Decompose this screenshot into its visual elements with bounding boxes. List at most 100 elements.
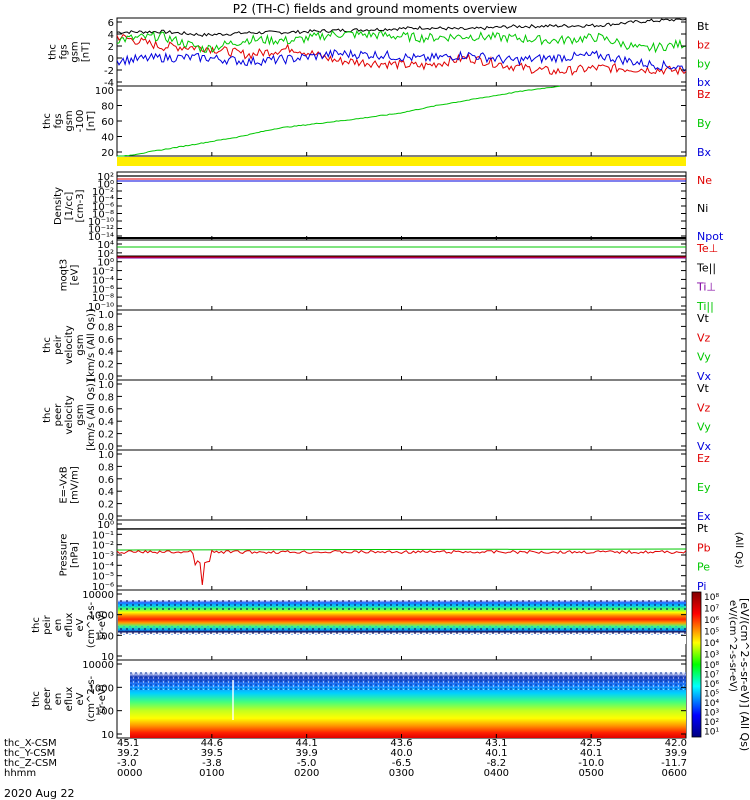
y-tick-label: 0.6 — [98, 405, 114, 416]
y-axis-label: peir — [42, 614, 53, 634]
y-axis-label: [eV] — [70, 265, 81, 286]
x-tick-label: 0600 — [662, 768, 687, 779]
status-bar-yellow — [117, 157, 686, 166]
legend-bz: bz — [697, 39, 710, 52]
y-tick-label: 0.4 — [98, 417, 114, 428]
y-axis-label: gsm — [75, 404, 86, 425]
colorbar-tick-label: 10⁴ — [704, 699, 719, 709]
legend-By: By — [697, 117, 712, 130]
y-tick-label: 0.4 — [98, 487, 114, 498]
y-axis-label: thc — [31, 691, 42, 707]
y-tick-label: 0.2 — [98, 430, 114, 441]
y-tick-label: 10⁻¹⁰ — [88, 302, 114, 313]
legend-Ey: Ey — [697, 481, 711, 494]
y-tick-label: 1000 — [89, 611, 114, 622]
y-axis-label: velocity — [64, 395, 75, 434]
x-tick-label: 39.9 — [665, 748, 687, 759]
y-tick-label: -2 — [104, 66, 114, 77]
legend-Bt: Bt — [697, 20, 710, 33]
legend-by: by — [697, 57, 711, 70]
x-tick-label: 0400 — [484, 768, 509, 779]
y-tick-label: 10² — [97, 249, 114, 260]
legend-Bx: Bx — [697, 146, 712, 159]
series-Pt-line — [116, 527, 687, 530]
panel-5-frame — [116, 309, 687, 381]
y-axis-label: thc — [42, 113, 53, 129]
y-tick-label: 10⁻⁶ — [92, 582, 114, 593]
y-axis-label: gsm — [70, 41, 81, 62]
y-tick-label: 100 — [95, 86, 114, 97]
y-tick-label: 0.2 — [98, 500, 114, 511]
panel-4-series — [117, 246, 686, 259]
x-row-label: hhmm — [4, 768, 36, 779]
y-axis-label: sr-eV) — [97, 610, 108, 639]
ion-noise-top — [118, 600, 686, 610]
colorbar-ticks: 10⁸10⁷10⁶10⁵10⁴10³10⁸10⁷10⁶10⁵10⁴10³10²1… — [704, 593, 719, 738]
y-tick-label: 0.8 — [98, 322, 114, 333]
y-axis-label: eV — [75, 692, 86, 705]
y-tick-label: 10⁻⁸ — [92, 293, 114, 304]
y-axis-label: [km/s (All Qs)] — [86, 379, 97, 451]
y-tick-label: 10⁰ — [97, 520, 114, 531]
y-axis-label: (cm^2-s- — [86, 675, 97, 722]
y-tick-label: 10⁻⁸ — [92, 210, 114, 221]
y-axis-label: E=-VxB — [59, 466, 70, 503]
colorbar-tick-label: 10¹ — [704, 728, 719, 738]
legend-Ti⊥: Ti⊥ — [696, 281, 716, 294]
y-axis-label: eV — [75, 618, 86, 631]
legend-Ne: Ne — [697, 174, 712, 187]
y-axis-label: Pressure — [59, 534, 70, 577]
figure-title: P2 (TH-C) fields and ground moments over… — [233, 2, 518, 16]
panel-6-frame — [116, 379, 687, 451]
ion-noise-bottom — [118, 626, 686, 636]
panel-8-frame — [116, 519, 687, 591]
panel-right-label: (All Qs) — [733, 532, 744, 569]
x-tick-label: 44.6 — [201, 738, 223, 749]
colorbar-tick-label: 10⁵ — [704, 690, 719, 700]
electron-gap — [232, 680, 234, 720]
panel-3-series — [117, 175, 686, 239]
colorbar-tick-label: 10⁵ — [704, 628, 719, 638]
y-tick-label: 1.0 — [98, 380, 114, 391]
y-axis-label: thc — [48, 44, 59, 60]
y-tick-label: 0 — [108, 54, 114, 65]
y-tick-label: 100 — [95, 631, 114, 642]
x-tick-label: 45.1 — [117, 738, 139, 749]
x-tick-label: 0300 — [389, 768, 414, 779]
legends: BtbzbybxBzByBxNeNiNpotTe⊥Te||Ti⊥Ti||VtVz… — [696, 20, 744, 593]
legend-Vt: Vt — [697, 382, 710, 395]
y-axis-label: eflux — [64, 613, 75, 638]
panel-3-frame — [116, 171, 687, 241]
y-tick-label: 6 — [108, 18, 114, 29]
x-tick-label: 40.1 — [485, 748, 507, 759]
y-axis-label: gsm — [75, 334, 86, 355]
legend-Vz: Vz — [697, 401, 711, 414]
y-axis-label: velocity — [64, 325, 75, 364]
colorbar: 10⁸10⁷10⁶10⁵10⁴10³10⁸10⁷10⁶10⁵10⁴10³10²1… — [691, 591, 750, 751]
y-tick-label: 100 — [95, 707, 114, 718]
legend-Vx: Vx — [697, 370, 712, 383]
x-row-label: thc_X-CSM — [4, 738, 57, 749]
colorbar-tick-label: 10⁴ — [704, 639, 719, 649]
legend-Bz: Bz — [697, 88, 711, 101]
panel-2-frame — [116, 85, 687, 157]
legend-Ex: Ex — [697, 510, 711, 523]
panel-8-series — [116, 527, 687, 586]
legend-Vy: Vy — [697, 421, 711, 434]
x-tick-label: 0100 — [199, 768, 224, 779]
y-tick-label: 0.6 — [98, 475, 114, 486]
y-axis-label: fgs — [59, 44, 70, 59]
y-axis-label: [mV/m] — [70, 466, 81, 504]
y-tick-label: 10⁻¹⁴ — [88, 232, 114, 243]
y-axis-label: peer — [42, 687, 53, 711]
y-tick-label: 10⁻¹ — [92, 530, 114, 541]
y-tick-label: 2 — [108, 42, 114, 53]
y-axis-label: peir — [53, 334, 64, 354]
y-tick-label: 10⁻⁴ — [92, 195, 114, 206]
y-axis-label: fgs — [53, 113, 64, 128]
colorbar-tick-label: 10² — [704, 718, 719, 728]
y-axis-label: gsm — [64, 110, 75, 131]
legend-Vz: Vz — [697, 331, 711, 344]
y-tick-label: 10000 — [82, 590, 114, 601]
y-axis-label: en — [53, 619, 64, 632]
